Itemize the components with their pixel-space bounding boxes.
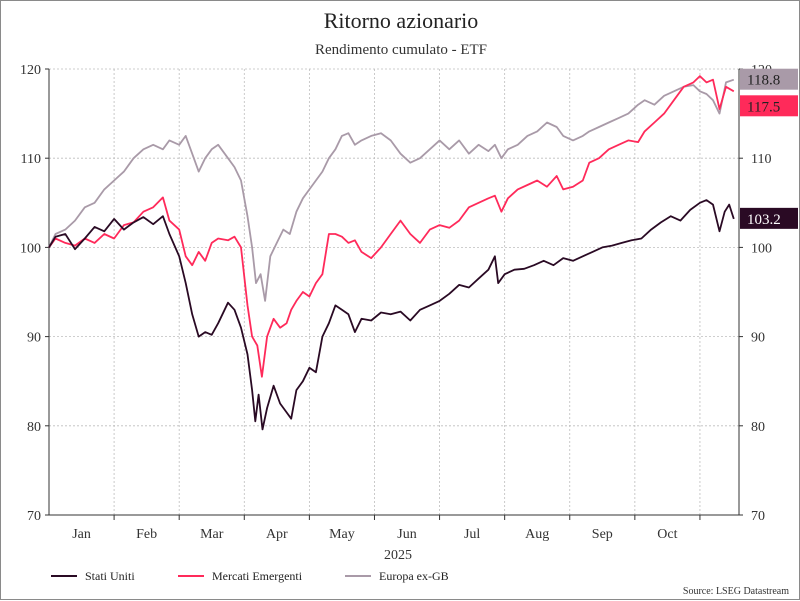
end-label-box <box>740 95 798 117</box>
y-tick-label-left: 100 <box>20 241 41 256</box>
x-tick-label: Jul <box>464 527 480 542</box>
y-tick-label-left: 120 <box>20 63 41 78</box>
axes <box>45 68 743 520</box>
x-tick-label: May <box>329 527 355 542</box>
x-tick-label: Oct <box>657 527 677 542</box>
series-line-mercati-emergenti <box>48 75 735 378</box>
y-tick-label-right: 70 <box>751 509 765 524</box>
source-note: Source: LSEG Datastream <box>683 586 789 597</box>
y-tick-label-left: 110 <box>21 152 41 167</box>
legend-label: Mercati Emergenti <box>212 569 303 583</box>
series-line-stati-uniti <box>48 199 735 431</box>
legend-label: Europa ex-GB <box>379 569 449 583</box>
x-tick-label: Mar <box>200 527 224 542</box>
chart-subtitle: Rendimento cumulato - ETF <box>315 42 487 58</box>
x-tick-label: Sep <box>592 527 613 542</box>
x-tick-label: Jan <box>72 527 91 542</box>
y-tick-label-left: 80 <box>27 420 41 435</box>
series-lines <box>48 75 735 431</box>
legend: Stati Uniti Mercati Emergenti Europa ex-GB <box>51 569 449 583</box>
x-tick-label: Apr <box>266 527 288 542</box>
end-label-box <box>740 207 798 229</box>
y-tick-label-right: 90 <box>751 331 765 346</box>
tick-labels: 707080809090100100110110120120JanFebMarA… <box>20 63 772 542</box>
y-tick-label-right: 100 <box>751 241 772 256</box>
end-value-labels: 118.8 117.5 103.2 <box>740 68 798 229</box>
end-label-value: 118.8 <box>747 73 780 89</box>
chart-title: Ritorno azionario <box>324 8 479 33</box>
grid-lines <box>49 68 739 516</box>
y-tick-label-left: 90 <box>27 331 41 346</box>
x-tick-label: Jun <box>397 527 416 542</box>
series-line-europa-ex-gb <box>48 78 735 302</box>
x-tick-label: Aug <box>525 527 549 542</box>
x-tick-label: Feb <box>136 527 157 542</box>
end-label-value: 103.2 <box>747 212 781 228</box>
y-tick-label-right: 80 <box>751 420 765 435</box>
x-axis-year-label: 2025 <box>384 548 412 563</box>
end-label-box <box>740 68 798 90</box>
end-label-value: 117.5 <box>747 99 780 115</box>
legend-label: Stati Uniti <box>85 569 135 583</box>
y-tick-label-left: 70 <box>27 509 41 524</box>
y-tick-label-right: 110 <box>751 152 771 167</box>
